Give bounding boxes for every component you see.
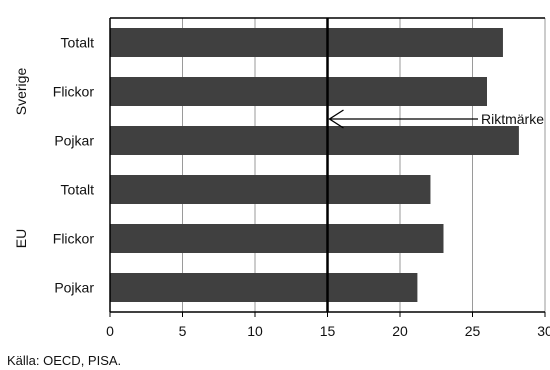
x-tick-label: 15 (320, 323, 336, 339)
labels: Totalt Flickor Pojkar Totalt Flickor Pojkar Sv… (13, 35, 550, 340)
bar-sverige-flickor (110, 77, 487, 106)
annotation-label: Riktmärke (481, 111, 544, 127)
x-tick-label: 10 (247, 323, 263, 339)
bar-eu-totalt (110, 175, 431, 204)
category-label: Totalt (61, 182, 95, 198)
bar-sverige-pojkar (110, 126, 519, 155)
x-tick-label: 25 (465, 323, 481, 339)
bar-eu-flickor (110, 224, 444, 253)
bar-eu-pojkar (110, 273, 418, 302)
annotation-arrowhead (328, 109, 344, 129)
source-note: Källa: OECD, PISA. (7, 353, 122, 368)
axes (109, 17, 546, 317)
category-label: Pojkar (54, 280, 94, 296)
group-label-sverige: Sverige (13, 68, 29, 116)
x-tick-label: 0 (106, 323, 114, 339)
grid-lines (182, 18, 546, 312)
bars (110, 28, 519, 302)
x-tick-label: 30 (537, 323, 550, 339)
category-label: Flickor (53, 84, 95, 100)
category-label: Flickor (53, 231, 95, 247)
x-tick-label: 20 (392, 323, 408, 339)
category-label: Pojkar (54, 133, 94, 149)
bar-sverige-totalt (110, 28, 503, 57)
x-tick-label: 5 (179, 323, 187, 339)
group-label-eu: EU (13, 229, 29, 248)
category-label: Totalt (61, 35, 95, 51)
